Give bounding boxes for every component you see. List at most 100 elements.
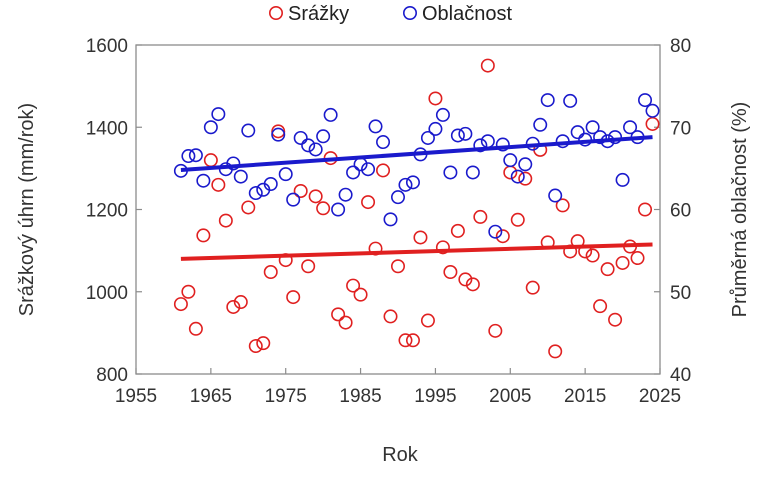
x-tick-label: 1965 bbox=[190, 386, 232, 407]
srazky-point bbox=[271, 124, 286, 139]
y-left-tick-label: 800 bbox=[96, 365, 128, 386]
oblacnost-point bbox=[510, 169, 525, 184]
srazky-point bbox=[211, 177, 226, 192]
y-right-tick-label: 80 bbox=[670, 36, 691, 57]
oblacnost-point bbox=[495, 137, 510, 152]
srazky-point bbox=[510, 212, 525, 227]
oblacnost-point bbox=[316, 129, 331, 144]
oblacnost-point bbox=[278, 167, 293, 182]
srazky-point bbox=[196, 228, 211, 243]
legend-label-oblacnost: Oblačnost bbox=[422, 3, 512, 25]
y-right-axis-title: Průměrná oblačnost (%) bbox=[729, 102, 751, 318]
srazky-point bbox=[301, 259, 316, 274]
oblacnost-point bbox=[428, 121, 443, 136]
srazky-point bbox=[173, 297, 188, 312]
oblacnost-point bbox=[615, 172, 630, 187]
oblacnost-point bbox=[458, 126, 473, 141]
oblacnost-point bbox=[585, 120, 600, 135]
oblacnost-point bbox=[301, 138, 316, 153]
oblacnost-trend-line bbox=[180, 135, 653, 173]
srazky-point bbox=[233, 295, 248, 310]
srazky-point bbox=[443, 265, 458, 280]
oblacnost-point bbox=[346, 165, 361, 180]
oblacnost-point bbox=[368, 119, 383, 134]
oblacnost-point bbox=[188, 148, 203, 163]
oblacnost-point bbox=[203, 120, 218, 135]
oblacnost-point bbox=[593, 130, 608, 145]
srazky-point bbox=[585, 248, 600, 263]
oblacnost-point bbox=[518, 157, 533, 172]
srazky-point bbox=[218, 213, 233, 228]
x-tick-label: 2025 bbox=[639, 386, 681, 407]
srazky-point bbox=[555, 198, 570, 213]
plot-frame bbox=[135, 44, 661, 375]
oblacnost-point bbox=[338, 187, 353, 202]
y-left-tick-label: 1200 bbox=[86, 201, 128, 222]
srazky-point bbox=[263, 265, 278, 280]
oblacnost-point bbox=[376, 135, 391, 150]
srazky-point bbox=[308, 189, 323, 204]
oblacnost-point bbox=[503, 153, 518, 168]
srazky-point bbox=[488, 323, 503, 338]
srazky-point bbox=[428, 91, 443, 106]
oblacnost-point bbox=[405, 175, 420, 190]
srazky-point bbox=[353, 287, 368, 302]
srazky-point bbox=[435, 240, 450, 255]
srazky-point bbox=[398, 333, 413, 348]
oblacnost-point bbox=[331, 202, 346, 217]
y-left-tick-label: 1000 bbox=[86, 283, 128, 304]
srazky-point bbox=[450, 223, 465, 238]
oblacnost-point bbox=[465, 165, 480, 180]
y-left-tick-label: 1400 bbox=[86, 118, 128, 139]
srazky-point bbox=[480, 58, 495, 73]
srazky-point bbox=[548, 344, 563, 359]
oblacnost-point bbox=[196, 173, 211, 188]
srazky-point bbox=[346, 278, 361, 293]
srazky-point bbox=[361, 195, 376, 210]
oblacnost-point bbox=[308, 142, 323, 157]
y-left-tick-label: 1600 bbox=[86, 36, 128, 57]
srazky-point bbox=[256, 336, 271, 351]
oblacnost-point bbox=[226, 156, 241, 171]
srazky-point bbox=[638, 202, 653, 217]
oblacnost-point bbox=[533, 117, 548, 132]
legend-marker-srazky bbox=[268, 6, 283, 20]
legend-marker-oblacnost bbox=[402, 6, 417, 20]
oblacnost-point bbox=[563, 93, 578, 108]
srazky-point bbox=[293, 183, 308, 198]
oblacnost-point bbox=[286, 192, 301, 207]
srazky-point bbox=[518, 171, 533, 186]
srazky-point bbox=[608, 312, 623, 327]
srazky-point bbox=[420, 313, 435, 328]
oblacnost-point bbox=[548, 188, 563, 203]
srazky-point bbox=[615, 255, 630, 270]
oblacnost-point bbox=[480, 134, 495, 149]
y-right-tick-label: 60 bbox=[670, 201, 691, 222]
srazky-point bbox=[203, 153, 218, 168]
oblacnost-point bbox=[263, 177, 278, 192]
srazky-point bbox=[473, 209, 488, 224]
srazky-point bbox=[495, 229, 510, 244]
oblacnost-point bbox=[570, 125, 585, 140]
oblacnost-point bbox=[181, 149, 196, 164]
srazky-point bbox=[376, 163, 391, 178]
oblacnost-point bbox=[638, 93, 653, 108]
srazky-trend-line bbox=[180, 242, 653, 261]
srazky-point bbox=[630, 251, 645, 266]
srazky-point bbox=[286, 290, 301, 305]
oblacnost-point bbox=[293, 130, 308, 145]
y-left-axis-title: Srážkový úhrn (mm/rok) bbox=[16, 103, 38, 316]
srazky-point bbox=[458, 272, 473, 287]
x-tick-label: 1985 bbox=[339, 386, 381, 407]
y-right-tick-label: 50 bbox=[670, 283, 691, 304]
x-axis-title: Rok bbox=[382, 444, 419, 466]
x-tick-label: 2005 bbox=[489, 386, 531, 407]
srazky-point bbox=[465, 277, 480, 292]
oblacnost-point bbox=[540, 93, 555, 108]
srazky-point bbox=[600, 262, 615, 277]
srazky-point bbox=[188, 321, 203, 336]
srazky-point bbox=[316, 201, 331, 216]
srazky-point bbox=[525, 280, 540, 295]
oblacnost-point bbox=[398, 177, 413, 192]
